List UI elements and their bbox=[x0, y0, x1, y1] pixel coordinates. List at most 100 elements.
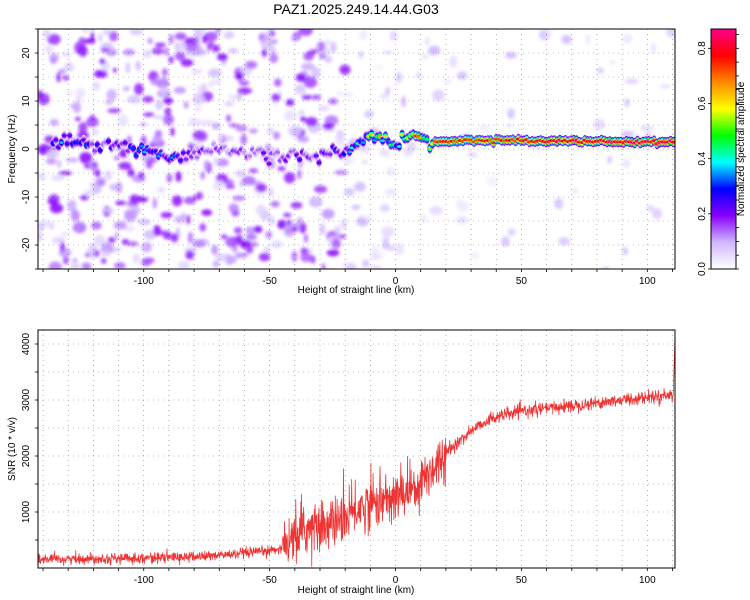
spectrogram-blob bbox=[132, 253, 140, 264]
spectrogram-blob bbox=[75, 116, 81, 122]
spectrogram-blob bbox=[336, 129, 345, 141]
spectrogram-blob bbox=[245, 245, 254, 254]
x-tick-label: 50 bbox=[516, 575, 528, 586]
spectrogram-blob bbox=[554, 197, 564, 210]
spectrogram-blob bbox=[319, 223, 325, 236]
chart-title: PAZ1.2025.249.14.44.G03 bbox=[273, 1, 439, 17]
spectrogram-blob bbox=[173, 86, 186, 94]
spectrogram-blob bbox=[382, 50, 393, 55]
spectrogram-blob bbox=[291, 34, 299, 42]
spectrogram-blob bbox=[125, 62, 131, 74]
y-tick-label: -20 bbox=[21, 237, 32, 252]
spectrogram-blob bbox=[177, 260, 191, 269]
spectrogram-blob bbox=[174, 51, 186, 61]
spectrogram-blob bbox=[558, 237, 571, 246]
spectrogram-blob bbox=[139, 122, 147, 127]
spectrogram-blob bbox=[646, 204, 655, 212]
spectrogram-blob bbox=[80, 194, 89, 201]
spectrogram-blob bbox=[104, 170, 113, 181]
spectrogram-blob bbox=[326, 249, 340, 257]
spectrogram-blob bbox=[97, 33, 103, 42]
spectrogram-ridge-cell bbox=[94, 143, 100, 147]
spectrogram-blob bbox=[211, 244, 219, 255]
spectrogram-blob bbox=[142, 95, 154, 103]
spectrogram-blob bbox=[154, 42, 166, 48]
spectrogram-blob bbox=[118, 161, 132, 170]
spectrogram-blob bbox=[487, 175, 498, 188]
colorbar-tick-label: 0.6 bbox=[697, 96, 708, 110]
spectrogram-blob bbox=[501, 236, 510, 247]
spectrogram-y-ticks: -20 -10 0 10 20 bbox=[21, 28, 38, 270]
spectrogram-blob bbox=[114, 231, 120, 240]
spectrogram-blob bbox=[101, 257, 107, 264]
spectrogram-blob bbox=[382, 236, 390, 248]
spectrogram-blob bbox=[651, 43, 656, 54]
x-tick-label: -100 bbox=[134, 575, 154, 586]
spectrogram-blob bbox=[196, 191, 203, 200]
spectrogram-blob bbox=[57, 159, 62, 169]
spectrogram-blob bbox=[593, 119, 606, 130]
spectrogram-blob bbox=[561, 35, 572, 44]
spectrogram-blob bbox=[234, 252, 249, 258]
spectrogram-blob bbox=[303, 52, 314, 61]
spectrogram-blob bbox=[336, 91, 342, 96]
spectrogram-blob bbox=[129, 194, 140, 204]
spectrogram-blob bbox=[240, 133, 248, 146]
spectrogram-blob bbox=[188, 118, 202, 127]
spectrogram-blob bbox=[395, 243, 405, 256]
spectrogram-blob bbox=[303, 233, 309, 243]
spectrogram-blob bbox=[201, 209, 213, 216]
spectrogram-blob bbox=[470, 251, 480, 259]
spectrogram-blob bbox=[305, 117, 318, 127]
spectrogram-blob bbox=[38, 172, 46, 181]
y-tick-label: 0 bbox=[21, 146, 32, 152]
spectrogram-ridge-cell bbox=[139, 144, 145, 148]
spectrogram-blob bbox=[311, 67, 321, 78]
spectrogram-blob bbox=[330, 41, 337, 54]
spectrogram-blob bbox=[79, 152, 93, 164]
spectrogram-blob bbox=[162, 233, 171, 240]
y-tick-label: 10 bbox=[21, 95, 32, 107]
spectrogram-blob bbox=[192, 139, 202, 148]
spectrogram-ridge-cell bbox=[105, 139, 112, 143]
spectrogram-ridge-cell bbox=[97, 148, 103, 152]
spectrogram-blob bbox=[50, 174, 65, 181]
spectrogram-ridge-cell bbox=[67, 134, 73, 138]
spectrogram-blob bbox=[61, 51, 72, 58]
spectrogram-blob bbox=[297, 216, 303, 226]
spectrogram-blob bbox=[652, 208, 662, 220]
x-tick-label: 100 bbox=[639, 575, 656, 586]
spectrogram-blob bbox=[340, 218, 348, 231]
spectrogram-ridge-cell bbox=[183, 157, 189, 161]
spectrogram-blob bbox=[82, 29, 88, 34]
spectrogram-blob bbox=[290, 201, 303, 209]
spectrogram-blob bbox=[585, 33, 591, 45]
spectrogram-ridge-cell bbox=[247, 154, 253, 158]
spectrogram-ridge-cell bbox=[396, 145, 402, 148]
spectrogram-blob bbox=[48, 261, 62, 269]
spectrogram-blob bbox=[72, 221, 87, 234]
spectrogram-blob bbox=[300, 253, 314, 263]
spectrogram-blob bbox=[318, 105, 330, 112]
spectrogram-ridge-cell bbox=[122, 141, 128, 145]
colorbar: 0.0 0.2 0.4 0.6 0.8 Normalized spectral ampl… bbox=[697, 28, 747, 276]
spectrogram-blob bbox=[300, 116, 306, 122]
spectrogram-ridge-cell bbox=[53, 138, 59, 142]
spectrogram-blob bbox=[361, 159, 369, 165]
spectrogram-blob bbox=[428, 45, 441, 56]
spectrogram-blob bbox=[49, 56, 57, 65]
spectrogram-blob bbox=[152, 115, 166, 120]
spectrogram-blob bbox=[283, 110, 298, 122]
spectrogram-blob bbox=[379, 149, 390, 157]
spectrogram-blob bbox=[191, 68, 203, 75]
spectrogram-blob bbox=[164, 46, 169, 57]
spectrogram-ridge-cell bbox=[316, 161, 322, 165]
spectrogram-blob bbox=[49, 203, 64, 214]
spectrogram-blob bbox=[354, 181, 366, 192]
spectrogram-blob bbox=[211, 44, 220, 53]
spectrogram-blob bbox=[185, 250, 195, 260]
spectrogram-blob bbox=[161, 68, 168, 77]
spectrogram-blob bbox=[201, 83, 208, 93]
spectrogram-blob bbox=[266, 127, 275, 135]
colorbar-tick-label: 0.4 bbox=[697, 151, 708, 165]
